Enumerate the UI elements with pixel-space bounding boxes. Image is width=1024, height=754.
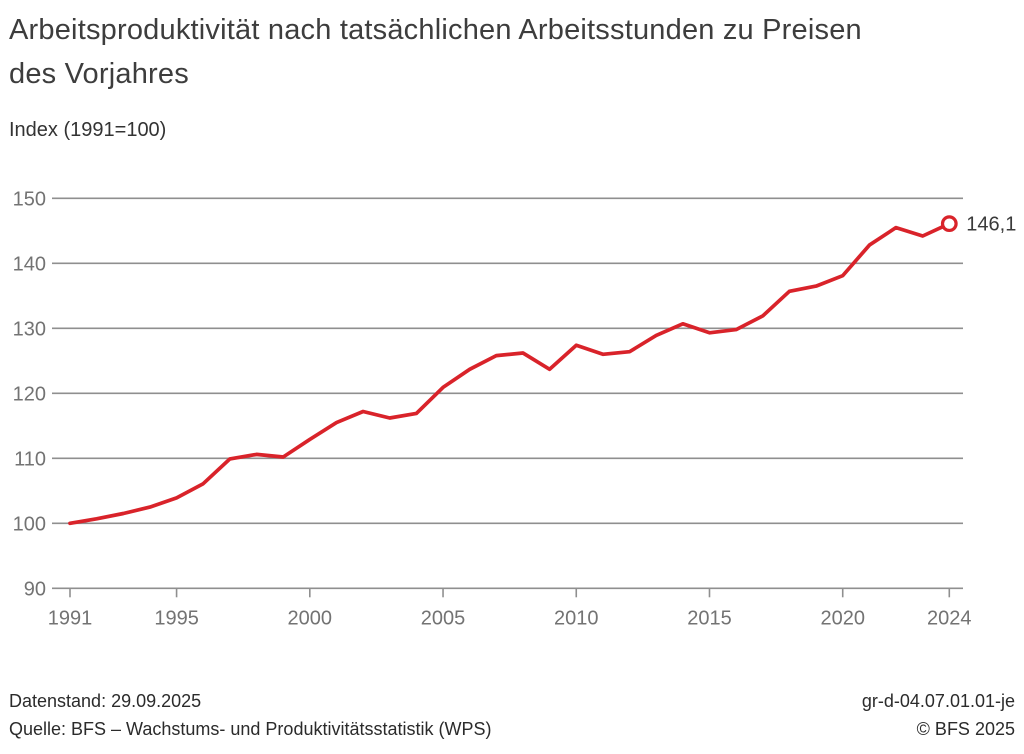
page-title: Arbeitsproduktivität nach tatsächlichen … [9,14,862,90]
y-tick-label: 150 [13,188,46,210]
y-tick-label: 140 [13,253,46,275]
y-tick-label: 130 [13,318,46,340]
end-point-marker [940,215,958,233]
footer-graphic-code: gr-d-04.07.01.01-je [861,691,1015,711]
x-tick-label: 2010 [554,607,599,629]
x-tick-label: 2000 [288,607,333,629]
x-tick-label: 2024 [927,607,972,629]
footer-copyright: © BFS 2025 [916,719,1015,739]
footer-data-date: Datenstand: 29.09.2025 [9,691,202,711]
x-tick-label: 2015 [687,607,732,629]
y-tick-label: 120 [13,383,46,405]
productivity-line-chart: 90 100 110 120 130 140 150 1991 1995 2000 2005 2010… [13,188,1017,629]
x-tick-label: 2020 [820,607,865,629]
data-line [68,221,952,526]
end-value-label: 146,1 [966,214,1016,236]
y-tick-label: 90 [24,578,46,600]
x-tick-label: 2005 [421,607,466,629]
axis-unit-label: Index (1991=100) [9,119,167,141]
x-tick-label: 1995 [154,607,199,629]
x-tick-label: 1991 [48,607,93,629]
footer-meta-block: gr-d-04.07.01.01-je © BFS 2025 [862,687,1015,743]
footer-source-block: Datenstand: 29.09.2025 Quelle: BFS – Wac… [9,687,491,743]
y-tick-label: 100 [13,513,46,535]
y-tick-label: 110 [14,448,46,470]
chart-footer: Datenstand: 29.09.2025 Quelle: BFS – Wac… [0,687,1024,743]
footer-source: Quelle: BFS – Wachstums- und Produktivit… [9,719,492,739]
